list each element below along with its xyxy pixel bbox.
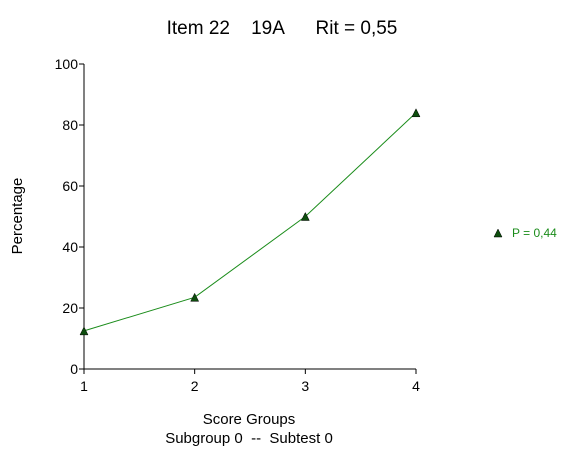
chart-title: Item 22 19A Rit = 0,55: [167, 18, 398, 39]
x-axis-sublabel: Subgroup 0 -- Subtest 0: [165, 430, 333, 447]
data-point: [411, 108, 421, 118]
legend: P = 0,44: [493, 226, 557, 240]
y-tick-label: 0: [70, 361, 78, 377]
y-tick-label: 60: [62, 178, 78, 194]
y-ticks: 0 20 40 60 80 100: [55, 56, 84, 377]
y-tick-label: 100: [55, 56, 79, 72]
legend-marker-icon: [493, 228, 503, 238]
data-point: [300, 211, 310, 221]
y-axis-label: Percentage: [9, 178, 26, 255]
x-axis-label: Score Groups: [203, 411, 296, 428]
data-point: [79, 326, 89, 336]
y-tick-label: 40: [62, 239, 78, 255]
y-tick-label: 80: [62, 117, 78, 133]
y-tick-label: 20: [62, 300, 78, 316]
series-line: [83, 112, 417, 332]
x-tick-label: 2: [191, 378, 199, 394]
x-tick-label: 4: [412, 378, 420, 394]
data-point: [190, 292, 200, 302]
legend-label: P = 0,44: [512, 226, 557, 240]
x-tick-label: 3: [301, 378, 309, 394]
series-layer: [79, 108, 421, 336]
axes: [83, 64, 416, 370]
x-tick-label: 1: [80, 378, 88, 394]
x-ticks: 1 2 3 4: [80, 369, 420, 394]
